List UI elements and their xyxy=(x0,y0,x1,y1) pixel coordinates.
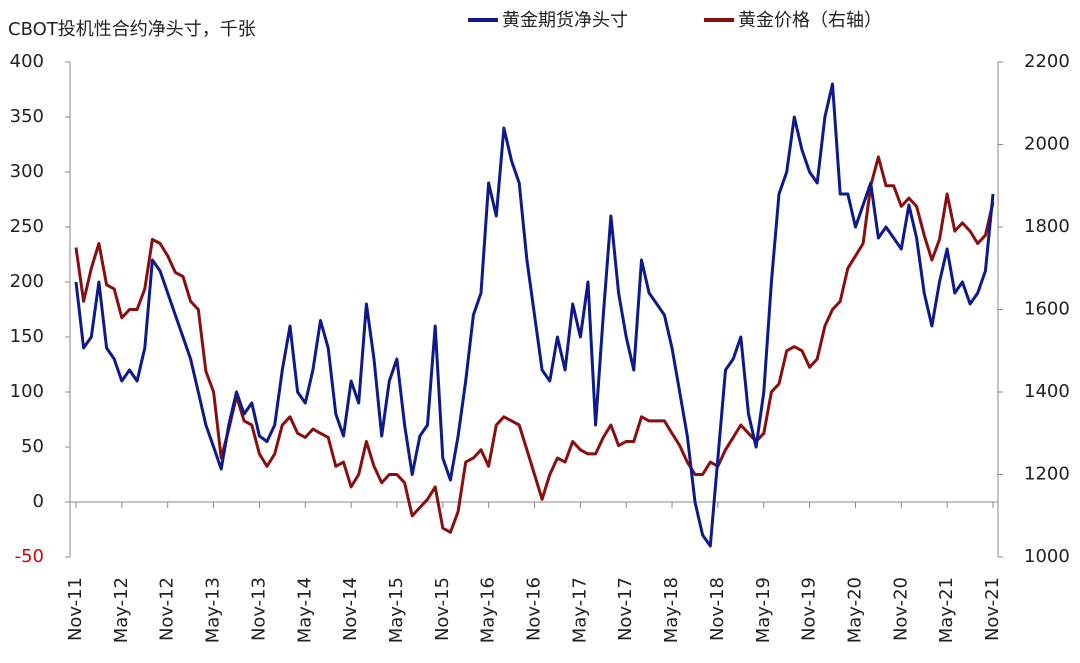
x-tick-label: May-19 xyxy=(753,577,774,643)
series-line xyxy=(74,155,995,534)
x-tick-label: Nov-17 xyxy=(615,577,636,641)
x-tick-label: Nov-20 xyxy=(890,577,911,641)
x-tick-label: May-14 xyxy=(294,577,315,643)
y-tick-label: 200 xyxy=(10,271,44,292)
legend-label: 黄金期货净头寸 xyxy=(502,10,628,31)
y2-tick-label: 1200 xyxy=(1024,464,1070,485)
y-tick-label: 250 xyxy=(10,216,44,237)
legend-label: 黄金价格（右轴） xyxy=(738,10,882,31)
x-tick-label: May-16 xyxy=(478,577,499,643)
x-tick-label: Nov-16 xyxy=(524,577,545,641)
y-tick-label: 350 xyxy=(10,106,44,127)
y2-tick-label: 1800 xyxy=(1024,216,1070,237)
x-tick-label: May-13 xyxy=(203,577,224,643)
x-tick-label: May-20 xyxy=(844,577,865,643)
x-tick-label: May-18 xyxy=(661,577,682,643)
x-tick-label: Nov-12 xyxy=(157,577,178,641)
x-tick-label: May-12 xyxy=(111,577,132,643)
y-tick-label: 400 xyxy=(10,51,44,72)
y2-tick-label: 1600 xyxy=(1024,299,1070,320)
x-tick-label: May-21 xyxy=(936,577,957,643)
x-tick-label: Nov-19 xyxy=(799,577,820,641)
y2-tick-label: 2200 xyxy=(1024,51,1070,72)
x-tick-label: Nov-14 xyxy=(340,577,361,641)
series-line xyxy=(74,82,995,548)
x-tick-label: May-15 xyxy=(386,577,407,643)
chart-title: CBOT投机性合约净头寸，千张 xyxy=(8,19,256,40)
y-tick-label: 100 xyxy=(10,381,44,402)
y2-tick-label: 1000 xyxy=(1024,546,1070,567)
x-tick-label: Nov-15 xyxy=(432,577,453,641)
x-tick-label: Nov-11 xyxy=(65,577,86,641)
y-tick-label: 0 xyxy=(33,491,44,512)
x-tick-label: May-17 xyxy=(569,577,590,643)
y-tick-label: 300 xyxy=(10,161,44,182)
y2-tick-label: 1400 xyxy=(1024,381,1070,402)
y-tick-label: 50 xyxy=(21,436,44,457)
x-tick-label: Nov-13 xyxy=(248,577,269,641)
y-tick-label: -50 xyxy=(15,546,44,567)
y-tick-label: 150 xyxy=(10,326,44,347)
x-tick-label: Nov-18 xyxy=(707,577,728,641)
x-tick-label: Nov-21 xyxy=(982,577,1003,641)
y2-tick-label: 2000 xyxy=(1024,134,1070,155)
